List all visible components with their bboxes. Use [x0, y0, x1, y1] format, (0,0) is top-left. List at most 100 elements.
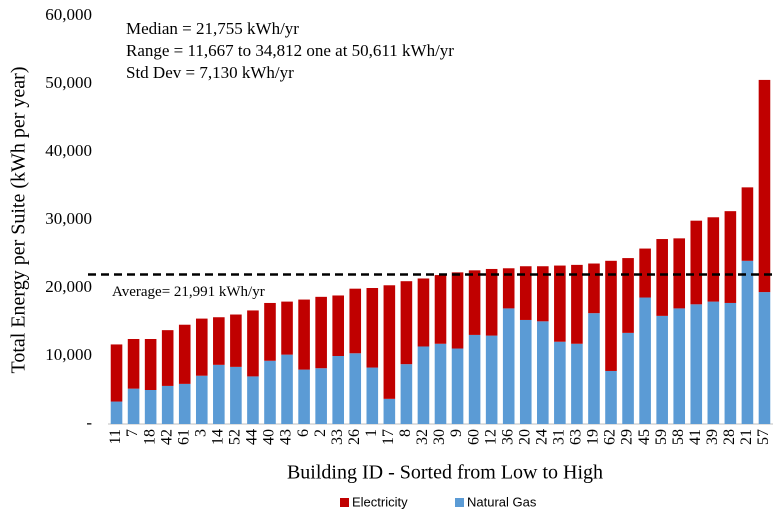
legend-swatch [455, 498, 464, 507]
bar-segment [554, 341, 566, 424]
bar-segment [315, 368, 327, 424]
bar-segment [213, 364, 225, 424]
bar-segment [127, 339, 140, 389]
x-tick-label: 44 [244, 429, 261, 445]
bar-segment [230, 366, 242, 424]
x-tick-label: 24 [533, 429, 550, 445]
bar-segment [571, 264, 583, 344]
bar-segment [366, 288, 379, 368]
x-tick-label: 29 [619, 429, 636, 445]
annotation: Median = 21,755 kWh/yr [126, 19, 299, 38]
x-tick-label: 31 [551, 429, 568, 445]
y-tick-label: 10,000 [45, 345, 92, 364]
bar-segment [588, 313, 600, 424]
x-tick-label: 43 [278, 429, 295, 445]
bar-segment [144, 390, 157, 424]
bar-segment [332, 295, 344, 356]
bar-segment [400, 281, 413, 365]
legend-label: Electricity [352, 494, 408, 509]
bar-segment [724, 302, 737, 424]
bar-segment [332, 356, 344, 424]
y-axis-title: Total Energy per Suite (kWh per year) [8, 66, 30, 373]
y-tick-label: 50,000 [45, 73, 92, 92]
bar-segment [417, 346, 430, 424]
bar-segment [178, 383, 191, 424]
x-tick-label: 33 [329, 429, 346, 445]
x-tick-label: 21 [738, 429, 755, 445]
x-axis-title: Building ID - Sorted from Low to High [287, 462, 603, 484]
bar-segment [264, 360, 276, 424]
bar-segment [349, 353, 362, 424]
bar-segment [673, 308, 686, 424]
bar-segment [707, 217, 720, 302]
bar-segment [213, 317, 225, 365]
bar-segment [758, 79, 771, 293]
y-tick-label: 20,000 [45, 277, 92, 296]
x-tick-label: 32 [414, 429, 431, 445]
bar-segment [315, 296, 327, 369]
bar-segment [605, 370, 617, 424]
bar-segment [434, 343, 447, 424]
bar-segment [588, 263, 600, 314]
x-tick-label: 52 [227, 429, 244, 445]
annotation: Std Dev = 7,130 kWh/yr [126, 63, 294, 82]
bar-segment [383, 398, 396, 424]
bar-segment [417, 278, 430, 347]
bar-segment [622, 332, 634, 424]
bar-segment [195, 375, 208, 424]
bar-segment [127, 388, 140, 424]
bar-segment [622, 258, 634, 333]
x-tick-label: 63 [568, 429, 585, 445]
x-tick-label: 39 [704, 429, 721, 445]
bar-segment [230, 314, 242, 367]
bar-segment [247, 376, 259, 424]
x-tick-label: 6 [295, 429, 312, 437]
bar-segment [639, 248, 651, 298]
y-tick-label: 30,000 [45, 209, 92, 228]
bar-segment [110, 344, 123, 402]
bar-segment [161, 385, 174, 424]
bar-segment [707, 301, 720, 424]
x-tick-label: 41 [687, 429, 704, 445]
bar-segment [451, 348, 464, 424]
bar-segment [383, 285, 396, 399]
bar-segment [656, 315, 668, 424]
bar-segment [281, 301, 293, 355]
bar-segment [554, 265, 566, 342]
x-tick-label: 18 [141, 429, 158, 445]
x-tick-label: 28 [721, 429, 738, 445]
y-tick-label: - [86, 413, 92, 432]
bar-segment [741, 187, 754, 261]
bar-segment [451, 272, 464, 349]
legend-label: Natural Gas [467, 494, 537, 509]
x-tick-label: 62 [602, 429, 619, 445]
x-tick-label: 57 [755, 429, 772, 445]
x-tick-label: 1 [363, 429, 380, 437]
bar-segment [468, 270, 481, 335]
bar-segment [690, 220, 703, 305]
bar-segment [571, 343, 583, 424]
x-tick-label: 26 [346, 429, 363, 445]
bar-segment [468, 334, 481, 424]
x-tick-label: 3 [192, 429, 209, 437]
x-tick-label: 45 [636, 429, 653, 445]
bar-segment [758, 292, 771, 424]
bar-segment [656, 239, 668, 316]
bar-segment [519, 266, 532, 320]
average-label: Average= 21,991 kWh/yr [112, 284, 265, 300]
bar-segment [741, 260, 754, 424]
bar-segment [298, 299, 310, 370]
x-tick-label: 11 [107, 429, 124, 444]
x-tick-label: 61 [175, 429, 192, 445]
x-tick-label: 9 [448, 429, 465, 437]
bar-segment [724, 211, 737, 303]
bar-segment [349, 288, 362, 354]
bar-segment [298, 369, 310, 424]
bar-segment [161, 330, 174, 386]
x-tick-label: 42 [158, 429, 175, 445]
bar-segment [144, 339, 157, 390]
bar-segment [502, 268, 515, 309]
bar-segment [502, 308, 515, 424]
